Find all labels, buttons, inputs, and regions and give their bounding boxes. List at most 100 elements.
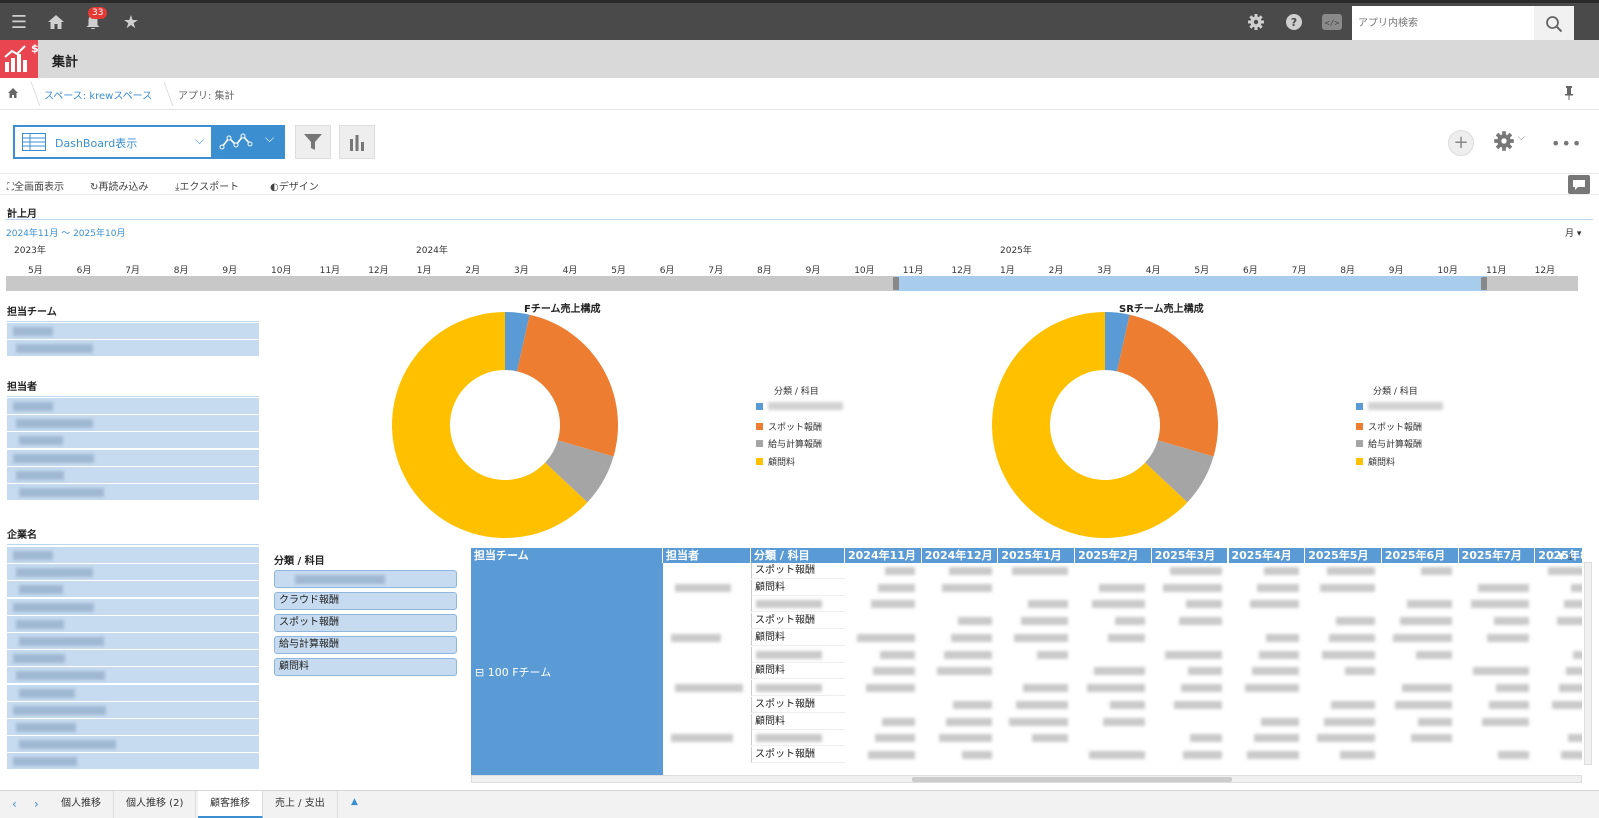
person-filter-item[interactable] bbox=[7, 484, 259, 501]
sheet-tab-active[interactable]: 顧客推移 bbox=[198, 791, 263, 818]
column-header[interactable]: 2025年4月 bbox=[1228, 548, 1306, 563]
timeline-selection[interactable] bbox=[896, 276, 1486, 291]
legend-item[interactable]: 給与計算報酬 bbox=[756, 437, 822, 450]
scrollbar-thumb[interactable] bbox=[912, 777, 1232, 782]
legend-item[interactable] bbox=[1356, 402, 1443, 410]
help-icon[interactable]: ? bbox=[1281, 9, 1307, 35]
timeline-granularity[interactable]: 月 ▾ bbox=[1565, 229, 1582, 239]
company-filter-item[interactable] bbox=[7, 615, 259, 633]
legend-item[interactable]: 給与計算報酬 bbox=[1356, 437, 1422, 450]
chevron-right-icon[interactable]: › bbox=[34, 797, 39, 811]
filter-icon[interactable]: ▼ bbox=[1557, 552, 1565, 562]
column-header[interactable]: 2024年12月 bbox=[921, 548, 999, 563]
chevron-up-icon[interactable]: ▲ bbox=[351, 797, 358, 807]
donut-slice[interactable] bbox=[516, 314, 618, 457]
menu-icon[interactable]: ☰ bbox=[10, 11, 28, 33]
team-filter-item[interactable] bbox=[7, 323, 259, 340]
donut-slice[interactable] bbox=[505, 312, 530, 372]
legend-item[interactable]: 顧問料 bbox=[756, 455, 795, 468]
company-filter-item[interactable] bbox=[7, 650, 259, 668]
timeline-start-handle[interactable] bbox=[893, 277, 899, 290]
column-header[interactable]: 2025年3月 bbox=[1151, 548, 1229, 563]
donut-slice[interactable] bbox=[1105, 312, 1130, 372]
company-filter-item[interactable] bbox=[7, 753, 259, 771]
donut-slice[interactable] bbox=[992, 312, 1188, 538]
donut-slice[interactable] bbox=[1116, 314, 1218, 457]
category-filter-item[interactable] bbox=[274, 570, 457, 588]
donut-slice[interactable] bbox=[1145, 440, 1214, 503]
company-filter-item[interactable] bbox=[7, 581, 259, 599]
column-header[interactable]: 2025年2月 bbox=[1075, 548, 1152, 563]
export-action[interactable]: ⤓エクスポート bbox=[175, 182, 240, 193]
company-filter-item[interactable] bbox=[7, 684, 259, 702]
person-filter-item[interactable] bbox=[7, 432, 259, 450]
graph-button[interactable] bbox=[339, 125, 375, 159]
column-header[interactable]: 分類 / 科目 bbox=[751, 548, 845, 563]
blurred-value bbox=[871, 600, 915, 608]
column-header[interactable]: 2025年8月 bbox=[1535, 548, 1582, 563]
person-filter-item[interactable] bbox=[7, 466, 259, 484]
pin-icon[interactable] bbox=[1564, 86, 1574, 103]
column-header[interactable]: 2025年5月 bbox=[1305, 548, 1382, 563]
company-filter-item[interactable] bbox=[7, 701, 259, 719]
chart-title: Fチーム売上構成 bbox=[524, 304, 601, 315]
legend-item[interactable]: 顧問料 bbox=[1356, 455, 1395, 468]
search-button[interactable] bbox=[1534, 6, 1574, 41]
star-icon[interactable]: ★ bbox=[122, 11, 140, 33]
graph-type-button[interactable]: ⌵ bbox=[213, 125, 285, 159]
comment-button[interactable] bbox=[1568, 175, 1590, 194]
donut-slice[interactable] bbox=[545, 440, 614, 503]
team-filter-item[interactable] bbox=[7, 340, 259, 358]
category-filter-item[interactable]: 顧問料 bbox=[274, 658, 457, 676]
code-icon[interactable]: </> bbox=[1319, 9, 1345, 35]
legend-item[interactable]: スポット報酬 bbox=[756, 420, 822, 433]
category-filter-item[interactable]: スポット報酬 bbox=[274, 614, 457, 632]
column-header[interactable]: 2025年6月 bbox=[1381, 548, 1459, 563]
column-header[interactable]: 2024年11月 bbox=[845, 548, 922, 563]
category-filter-item[interactable]: 給与計算報酬 bbox=[274, 636, 457, 654]
column-header[interactable]: 担当チーム bbox=[471, 548, 663, 563]
team-cell[interactable]: ⊟ 100 Fチーム bbox=[471, 563, 663, 775]
company-filter-item[interactable] bbox=[7, 633, 259, 650]
horizontal-scrollbar[interactable] bbox=[471, 775, 1582, 783]
person-filter-item[interactable] bbox=[7, 398, 259, 415]
company-filter-item[interactable] bbox=[7, 598, 259, 616]
company-filter-item[interactable] bbox=[7, 564, 259, 582]
breadcrumb-space-link[interactable]: スペース: krewスペース bbox=[44, 91, 153, 102]
column-header[interactable]: 2025年7月 bbox=[1458, 548, 1536, 563]
company-filter-item[interactable] bbox=[7, 719, 259, 736]
donut-slice[interactable] bbox=[392, 312, 588, 538]
expand-icon[interactable]: ⛶ bbox=[1548, 552, 1555, 562]
sheet-tab[interactable]: 売上 / 支出 bbox=[263, 791, 338, 818]
home-icon[interactable] bbox=[43, 9, 69, 35]
company-filter-item[interactable] bbox=[7, 547, 259, 564]
person-filter-item[interactable] bbox=[7, 415, 259, 433]
sheet-tab[interactable]: 個人推移 (2) bbox=[114, 791, 197, 818]
legend-item[interactable]: スポット報酬 bbox=[1356, 420, 1422, 433]
view-selector[interactable]: DashBoard表示 ⌵ bbox=[13, 125, 213, 159]
company-filter-item[interactable] bbox=[7, 667, 259, 685]
filter-button[interactable] bbox=[295, 125, 331, 159]
add-button[interactable]: + bbox=[1448, 130, 1474, 156]
sr-team-donut-chart[interactable] bbox=[990, 310, 1220, 540]
reload-action[interactable]: ↻再読み込み bbox=[90, 182, 149, 193]
company-filter-item[interactable] bbox=[7, 736, 259, 754]
column-header[interactable]: 2025年1月 bbox=[998, 548, 1076, 563]
vertical-scrollbar[interactable] bbox=[1584, 562, 1592, 765]
category-filter-item[interactable]: クラウド報酬 bbox=[274, 592, 457, 610]
download-icon[interactable]: ⤓ bbox=[1568, 552, 1573, 562]
search-input[interactable] bbox=[1352, 6, 1534, 41]
timeline-end-handle[interactable] bbox=[1481, 277, 1487, 290]
portal-home-icon[interactable] bbox=[7, 87, 19, 102]
settings-dropdown[interactable]: ⌵ bbox=[1493, 130, 1525, 155]
column-header[interactable]: 担当者 bbox=[663, 548, 751, 563]
legend-item[interactable] bbox=[756, 402, 843, 410]
design-action[interactable]: ◐デザイン bbox=[270, 182, 319, 193]
fullscreen-action[interactable]: ⛶全画面表示 bbox=[7, 182, 64, 193]
f-team-donut-chart[interactable] bbox=[390, 310, 620, 540]
gear-icon[interactable] bbox=[1243, 9, 1269, 35]
more-icon[interactable]: ••• bbox=[1551, 134, 1583, 153]
chevron-left-icon[interactable]: ‹ bbox=[12, 797, 17, 811]
sheet-tab[interactable]: 個人推移 bbox=[49, 791, 114, 818]
person-filter-item[interactable] bbox=[7, 449, 259, 467]
